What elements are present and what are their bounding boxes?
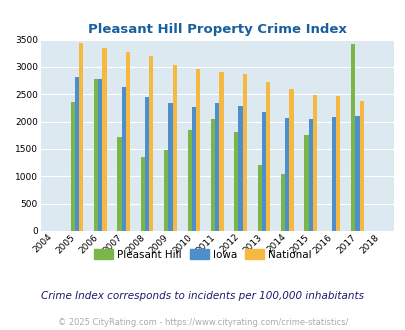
Bar: [312, 95, 316, 231]
Bar: [149, 56, 153, 231]
Legend: Pleasant Hill, Iowa, National: Pleasant Hill, Iowa, National: [90, 245, 315, 264]
Bar: [265, 82, 270, 231]
Bar: [94, 79, 98, 231]
Bar: [242, 74, 246, 231]
Bar: [79, 44, 83, 231]
Bar: [164, 150, 168, 231]
Bar: [350, 44, 355, 231]
Bar: [75, 77, 79, 231]
Bar: [257, 165, 261, 231]
Text: © 2025 CityRating.com - https://www.cityrating.com/crime-statistics/: © 2025 CityRating.com - https://www.city…: [58, 318, 347, 327]
Bar: [172, 65, 176, 231]
Bar: [98, 79, 102, 231]
Bar: [331, 117, 335, 231]
Bar: [145, 97, 149, 231]
Bar: [196, 69, 200, 231]
Bar: [121, 87, 126, 231]
Bar: [141, 157, 145, 231]
Bar: [261, 112, 265, 231]
Text: Crime Index corresponds to incidents per 100,000 inhabitants: Crime Index corresponds to incidents per…: [41, 291, 364, 301]
Bar: [280, 174, 285, 231]
Bar: [219, 72, 223, 231]
Bar: [102, 49, 106, 231]
Bar: [308, 119, 312, 231]
Bar: [210, 119, 215, 231]
Bar: [304, 135, 308, 231]
Bar: [359, 101, 363, 231]
Bar: [168, 103, 172, 231]
Bar: [234, 132, 238, 231]
Bar: [335, 96, 340, 231]
Bar: [355, 116, 359, 231]
Bar: [238, 106, 242, 231]
Bar: [187, 130, 191, 231]
Bar: [70, 103, 75, 231]
Bar: [191, 107, 196, 231]
Title: Pleasant Hill Property Crime Index: Pleasant Hill Property Crime Index: [87, 23, 346, 36]
Bar: [126, 52, 130, 231]
Bar: [117, 137, 121, 231]
Bar: [289, 89, 293, 231]
Bar: [215, 103, 219, 231]
Bar: [285, 117, 289, 231]
